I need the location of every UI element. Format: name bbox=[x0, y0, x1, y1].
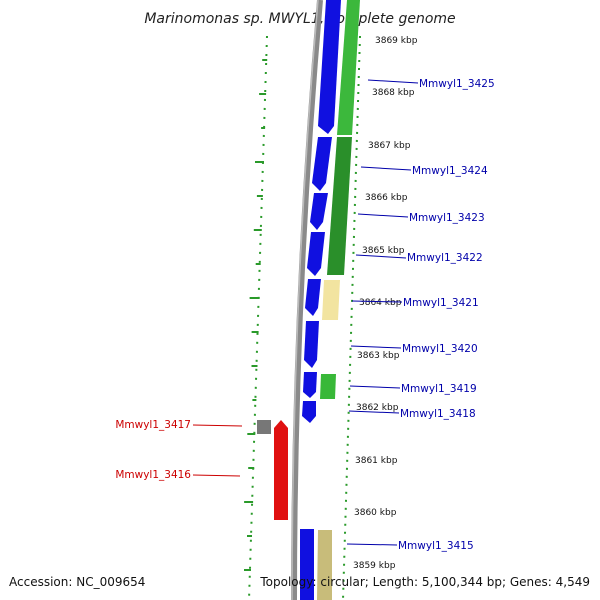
cds-3425 bbox=[318, 0, 341, 134]
genome-backbone-highlight bbox=[291, 0, 319, 600]
reverse-gene-labels: Mmwyl1_3417 Mmwyl1_3416 bbox=[115, 419, 243, 481]
cds-3416 bbox=[274, 420, 288, 520]
gc-content-track bbox=[248, 35, 268, 600]
kbp-tick-3865: 3865 kbp bbox=[362, 246, 405, 256]
cog-block-3415 bbox=[317, 530, 332, 600]
kbp-tick-3866: 3866 kbp bbox=[365, 193, 408, 203]
accession-label: Accession: NC_009654 bbox=[9, 575, 145, 589]
cog-block-3421 bbox=[322, 280, 340, 320]
gene-label-3420: Mmwyl1_3420 bbox=[402, 343, 478, 355]
reverse-cds-track bbox=[257, 420, 288, 520]
map-title: Marinomonas sp. MWYL1, complete genome bbox=[144, 11, 455, 27]
cds-3420 bbox=[304, 321, 319, 368]
gene-label-3417: Mmwyl1_3417 bbox=[115, 419, 191, 431]
gene-label-3415: Mmwyl1_3415 bbox=[398, 540, 474, 552]
kbp-tick-3861: 3861 kbp bbox=[355, 456, 398, 466]
kbp-tick-3864: 3864 kbp bbox=[359, 298, 402, 308]
gene-label-3424: Mmwyl1_3424 bbox=[412, 165, 488, 177]
cog-block-3425 bbox=[337, 0, 360, 135]
leader-3420 bbox=[350, 345, 402, 349]
gene-label-3422: Mmwyl1_3422 bbox=[407, 252, 483, 264]
cds-3424 bbox=[312, 137, 332, 191]
gene-label-3419: Mmwyl1_3419 bbox=[401, 383, 477, 395]
kbp-tick-3869: 3869 kbp bbox=[375, 36, 418, 46]
kbp-scale: 3869 kbp 3868 kbp 3867 kbp 3866 kbp 3865… bbox=[353, 36, 418, 571]
leader-3416 bbox=[192, 474, 241, 477]
kbp-tick-3860: 3860 kbp bbox=[354, 508, 397, 518]
leader-3415 bbox=[346, 543, 398, 546]
cds-3421 bbox=[305, 279, 321, 316]
leader-3421 bbox=[351, 300, 403, 303]
leader-3423 bbox=[357, 213, 409, 218]
gene-label-3416: Mmwyl1_3416 bbox=[115, 469, 191, 481]
leader-3424 bbox=[360, 166, 412, 171]
kbp-tick-3862: 3862 kbp bbox=[356, 403, 399, 413]
forward-gene-labels: Mmwyl1_3425 Mmwyl1_3424 Mmwyl1_3423 Mmwy… bbox=[346, 78, 495, 552]
leader-3422 bbox=[355, 254, 407, 259]
leader-3418 bbox=[348, 410, 400, 414]
leader-3425 bbox=[367, 79, 419, 84]
leader-3417 bbox=[192, 424, 243, 427]
kbp-tick-3859: 3859 kbp bbox=[353, 561, 396, 571]
kbp-tick-3863: 3863 kbp bbox=[357, 351, 400, 361]
cog-track bbox=[317, 0, 360, 600]
gene-label-3425: Mmwyl1_3425 bbox=[419, 78, 495, 90]
cog-block-3424-3422 bbox=[327, 137, 352, 275]
cds-3422 bbox=[307, 232, 325, 276]
gc-skew-ticks bbox=[244, 59, 268, 571]
cds-3418 bbox=[302, 401, 316, 423]
kbp-tick-3867: 3867 kbp bbox=[368, 141, 411, 151]
leader-3419 bbox=[349, 385, 401, 389]
kbp-tick-3868: 3868 kbp bbox=[372, 88, 415, 98]
forward-cds-track bbox=[300, 0, 341, 600]
cds-3423 bbox=[310, 193, 328, 230]
topology-label: Topology: circular; Length: 5,100,344 bp… bbox=[259, 575, 590, 589]
cog-block-3419 bbox=[320, 374, 336, 399]
genome-backbone bbox=[291, 0, 323, 600]
cds-3419 bbox=[303, 372, 317, 398]
gene-label-3423: Mmwyl1_3423 bbox=[409, 212, 485, 224]
gene-label-3418: Mmwyl1_3418 bbox=[400, 408, 476, 420]
cds-3415 bbox=[300, 529, 314, 600]
cog-block-3417 bbox=[257, 420, 271, 434]
gene-label-3421: Mmwyl1_3421 bbox=[403, 297, 479, 309]
